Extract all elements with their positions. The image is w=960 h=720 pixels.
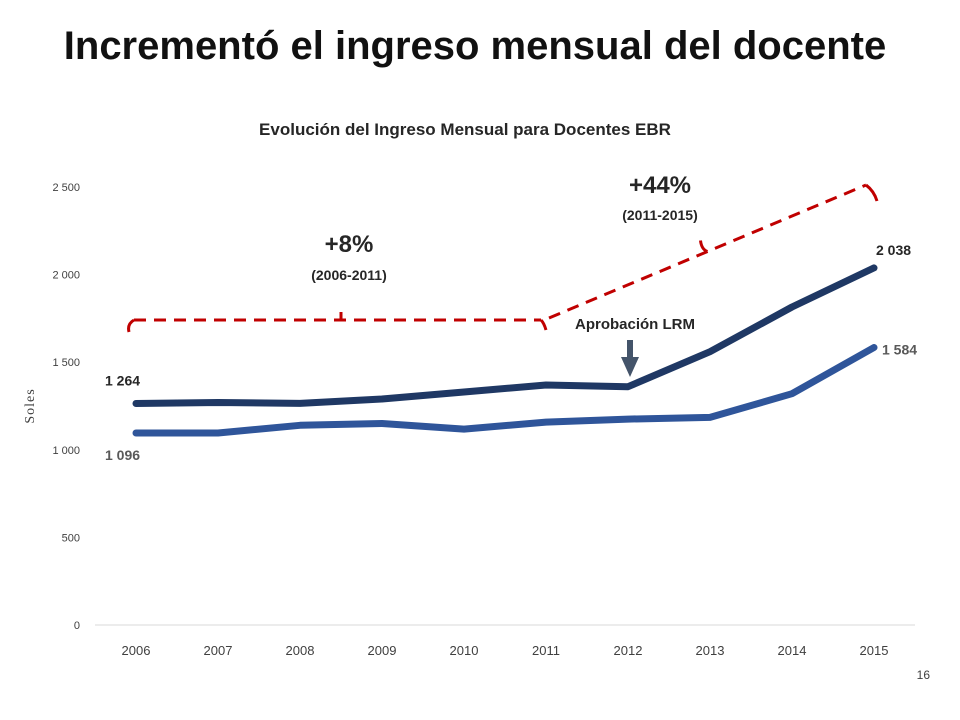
- event-label: Aprobación LRM: [575, 316, 695, 333]
- bracket-tick-2: [699, 240, 709, 253]
- chart-title: Evolución del Ingreso Mensual para Docen…: [259, 120, 671, 139]
- growth-label-1: +8%: [325, 231, 374, 258]
- y-tick-label: 0: [74, 620, 80, 632]
- x-tick-label: 2015: [860, 643, 889, 658]
- event-arrow-shaft: [627, 340, 633, 358]
- data-label-start-2: 1 096: [105, 447, 140, 463]
- series-lines: [132, 264, 878, 437]
- y-tick-label: 2 000: [52, 270, 80, 282]
- x-tick-label: 2014: [778, 643, 807, 658]
- growth-sublabel-1: (2006-2011): [311, 267, 387, 283]
- x-tick-label: 2012: [614, 643, 643, 658]
- x-tick-label: 2010: [450, 643, 479, 658]
- x-tick-label: 2006: [122, 643, 151, 658]
- y-axis-title: Soles: [23, 388, 38, 423]
- slide-title: Incrementó el ingreso mensual del docent…: [63, 24, 887, 68]
- x-tick-label: 2007: [204, 643, 233, 658]
- x-tick-label: 2011: [532, 643, 560, 658]
- data-labels: 1 264 1 096 2 038 1 584: [105, 242, 917, 463]
- bracket-join: [539, 318, 548, 331]
- event-arrow-head: [621, 357, 639, 377]
- y-tick-label: 1 000: [52, 445, 80, 457]
- x-tick-label: 2009: [368, 643, 397, 658]
- data-label-start-1: 1 264: [105, 373, 140, 389]
- data-label-end-1: 2 038: [876, 242, 911, 258]
- series-line-1: [132, 264, 878, 407]
- bracket-end-left: [127, 318, 135, 333]
- y-tick-label: 500: [62, 532, 80, 544]
- y-tick-label: 2 500: [52, 182, 80, 194]
- x-tick-label: 2008: [286, 643, 315, 658]
- series-line-2: [132, 344, 878, 437]
- growth-sublabel-2: (2011-2015): [622, 207, 698, 223]
- page-number: 16: [916, 668, 930, 682]
- x-tick-label: 2013: [696, 643, 725, 658]
- y-tick-label: 1 500: [52, 357, 80, 369]
- data-label-end-2: 1 584: [882, 341, 917, 357]
- axes: 2006 2007 2008 2009 2010 2011 2012 2013 2014 2015…: [23, 182, 915, 658]
- bracket-end-right: [865, 183, 879, 202]
- growth-annotations: +8% (2006-2011) +44% (2011-2015) Aprobación …: [127, 172, 879, 377]
- growth-label-2: +44%: [629, 172, 691, 199]
